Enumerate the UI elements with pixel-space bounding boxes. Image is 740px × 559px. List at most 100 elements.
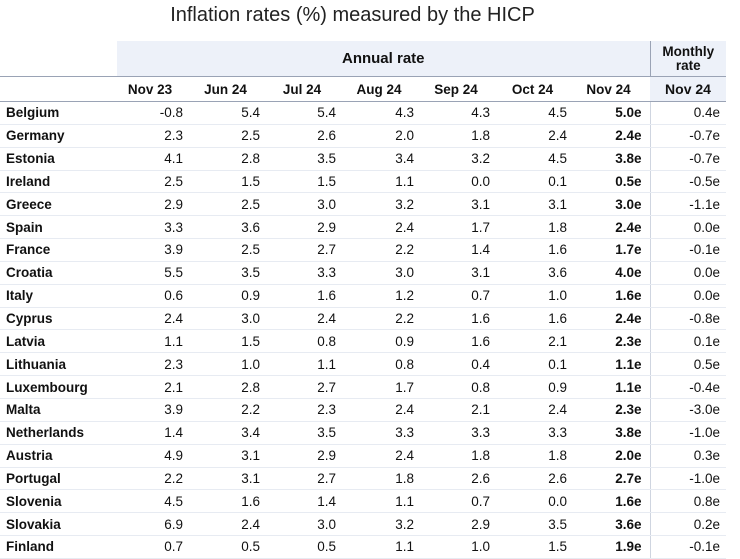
table-row: Spain 3.3 3.6 2.9 2.4 1.7 1.8 2.4e 0.0e — [0, 215, 726, 240]
country-label: Malta — [0, 398, 117, 422]
annual-rate-cell: 1.6 — [422, 329, 498, 354]
annual-rate-cell: 2.7 — [268, 238, 344, 262]
country-label: Belgium — [0, 101, 117, 125]
corner-cell — [0, 41, 117, 77]
annual-rate-cell: 4.3 — [344, 101, 422, 125]
table-row: Slovakia 6.9 2.4 3.0 3.2 2.9 3.5 3.6e 0.2e — [0, 512, 726, 537]
country-label: Portugal — [0, 467, 117, 491]
annual-rate-cell: 4.0e — [575, 261, 650, 285]
monthly-rate-cell: 0.3e — [649, 444, 726, 468]
annual-rate-cell: 4.5 — [498, 101, 575, 125]
column-header: Nov 23 — [117, 76, 191, 102]
annual-rate-cell: 0.4 — [422, 352, 498, 377]
annual-rate-cell: 1.9e — [575, 535, 650, 559]
annual-rate-cell: 0.8 — [422, 375, 498, 399]
country-label: Slovenia — [0, 489, 117, 514]
table-row: Portugal 2.2 3.1 2.7 1.8 2.6 2.6 2.7e -1.0e — [0, 467, 726, 491]
monthly-rate-cell: -1.0e — [649, 467, 726, 491]
monthly-rate-cell: 0.5e — [649, 352, 726, 377]
monthly-rate-cell: -1.1e — [649, 192, 726, 217]
annual-rate-cell: 2.4 — [191, 512, 268, 537]
annual-rate-cell: 3.9 — [117, 238, 191, 262]
annual-rate-cell: 0.5 — [268, 535, 344, 559]
annual-rate-cell: 2.9 — [422, 512, 498, 537]
annual-rate-cell: 3.3 — [117, 215, 191, 240]
column-header: Sep 24 — [422, 76, 498, 102]
monthly-rate-cell: 0.2e — [649, 512, 726, 537]
annual-rate-cell: 1.6 — [498, 238, 575, 262]
country-label: Italy — [0, 284, 117, 308]
column-header-row: Nov 23 Jun 24 Jul 24 Aug 24 Sep 24 Oct 24 Nov … — [0, 76, 726, 102]
annual-rate-cell: 3.2 — [344, 192, 422, 217]
monthly-rate-cell: 0.8e — [649, 489, 726, 514]
table-row: Croatia 5.5 3.5 3.3 3.0 3.1 3.6 4.0e 0.0e — [0, 261, 726, 285]
annual-rate-cell: 2.1 — [498, 329, 575, 354]
annual-rate-cell: 2.4 — [498, 124, 575, 148]
monthly-column-header: Nov 24 — [650, 76, 726, 102]
country-label: Finland — [0, 535, 117, 559]
annual-rate-cell: 0.9 — [191, 284, 268, 308]
table-row: Slovenia 4.5 1.6 1.4 1.1 0.7 0.0 1.6e 0.8e — [0, 489, 726, 514]
annual-rate-cell: 3.4 — [344, 147, 422, 171]
table-body: Belgium -0.8 5.4 5.4 4.3 4.3 4.5 5.0e 0.4e German… — [0, 101, 726, 559]
annual-rate-cell: 1.8 — [422, 444, 498, 468]
monthly-rate-cell: -1.0e — [649, 421, 726, 445]
annual-rate-cell: 2.0e — [575, 444, 650, 468]
country-label: Cyprus — [0, 307, 117, 331]
table-row: Ireland 2.5 1.5 1.5 1.1 0.0 0.1 0.5e -0.5e — [0, 170, 726, 194]
annual-rate-cell: 3.1 — [498, 192, 575, 217]
table-row: Finland 0.7 0.5 0.5 1.1 1.0 1.5 1.9e -0.1e — [0, 535, 726, 559]
annual-rate-cell: 1.7e — [575, 238, 650, 262]
annual-rate-cell: 2.9 — [268, 215, 344, 240]
table-row: Austria 4.9 3.1 2.9 2.4 1.8 1.8 2.0e 0.3e — [0, 444, 726, 468]
annual-rate-cell: 1.5 — [191, 170, 268, 194]
annual-rate-cell: 2.3e — [575, 398, 650, 422]
monthly-rate-cell: 0.0e — [649, 215, 726, 240]
annual-rate-cell: 1.6e — [575, 284, 650, 308]
table-row: Luxembourg 2.1 2.8 2.7 1.7 0.8 0.9 1.1e -0.4e — [0, 375, 726, 399]
annual-rate-cell: 1.1e — [575, 352, 650, 377]
annual-rate-cell: 1.6 — [268, 284, 344, 308]
country-label: Estonia — [0, 147, 117, 171]
table-row: Netherlands 1.4 3.4 3.5 3.3 3.3 3.3 3.8e -1.0e — [0, 421, 726, 445]
annual-rate-cell: 2.5 — [191, 238, 268, 262]
annual-rate-cell: 1.1 — [344, 535, 422, 559]
annual-rate-cell: 1.6e — [575, 489, 650, 514]
annual-rate-cell: 2.3e — [575, 329, 650, 354]
annual-rate-cell: 5.5 — [117, 261, 191, 285]
monthly-rate-cell: -0.8e — [649, 307, 726, 331]
annual-rate-cell: 3.5 — [268, 421, 344, 445]
annual-rate-cell: 4.9 — [117, 444, 191, 468]
annual-rate-cell: 1.4 — [268, 489, 344, 514]
annual-rate-cell: 5.0e — [575, 101, 650, 125]
annual-rate-cell: 0.8 — [268, 329, 344, 354]
table-row: Latvia 1.1 1.5 0.8 0.9 1.6 2.1 2.3e 0.1e — [0, 329, 726, 354]
table-row: Italy 0.6 0.9 1.6 1.2 0.7 1.0 1.6e 0.0e — [0, 284, 726, 308]
annual-rate-cell: 2.5 — [117, 170, 191, 194]
country-label: Ireland — [0, 170, 117, 194]
annual-rate-cell: 3.0 — [268, 512, 344, 537]
column-header: Aug 24 — [344, 76, 422, 102]
annual-rate-cell: 0.7 — [422, 489, 498, 514]
annual-rate-cell: 1.8 — [498, 444, 575, 468]
annual-rate-cell: 1.5 — [191, 329, 268, 354]
table-row: Malta 3.9 2.2 2.3 2.4 2.1 2.4 2.3e -3.0e — [0, 398, 726, 422]
country-label: Greece — [0, 192, 117, 217]
annual-rate-cell: 1.5 — [268, 170, 344, 194]
annual-rate-cell: 0.9 — [344, 329, 422, 354]
country-label: Germany — [0, 124, 117, 148]
annual-rate-cell: 1.0 — [191, 352, 268, 377]
annual-rate-cell: 3.3 — [268, 261, 344, 285]
monthly-rate-cell: -0.5e — [649, 170, 726, 194]
annual-rate-cell: 0.0 — [498, 489, 575, 514]
annual-rate-cell: 3.5 — [191, 261, 268, 285]
annual-rate-cell: 1.7 — [422, 215, 498, 240]
monthly-rate-cell: -0.1e — [649, 535, 726, 559]
annual-rate-cell: 3.5 — [498, 512, 575, 537]
annual-rate-cell: 2.4 — [268, 307, 344, 331]
annual-rate-cell: 3.6 — [191, 215, 268, 240]
table-row: Greece 2.9 2.5 3.0 3.2 3.1 3.1 3.0e -1.1e — [0, 192, 726, 217]
annual-rate-cell: 2.4e — [575, 307, 650, 331]
annual-rate-cell: 2.5 — [191, 124, 268, 148]
annual-rate-cell: 0.7 — [422, 284, 498, 308]
